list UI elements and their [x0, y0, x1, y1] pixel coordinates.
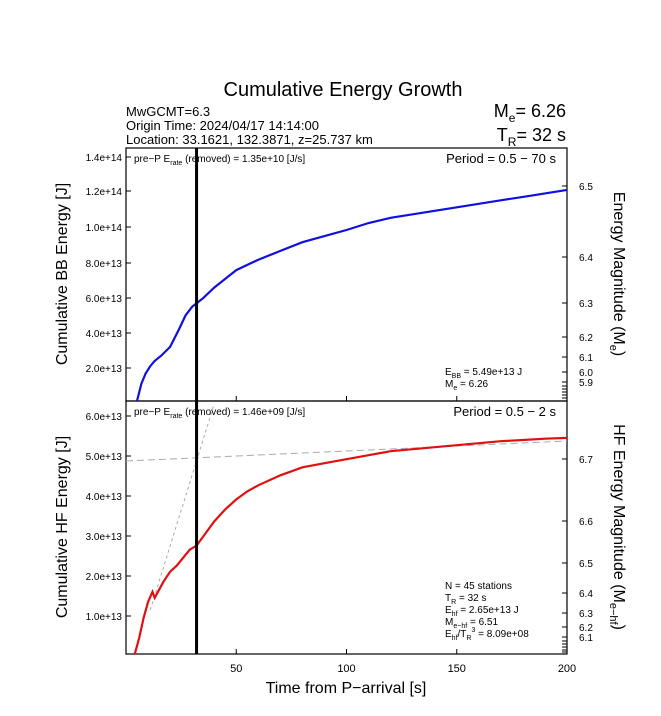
me-header-symbol: M	[494, 101, 509, 121]
axes: 1.4e+14 1.2e+14 1.0e+14 8.0e+13 6.0e+13 4.0e+…	[86, 153, 594, 675]
hf-y2-axis-label: HF Energy Magnitude (Me−hf)	[607, 424, 627, 630]
hf-y-tick-label: 6.0e+13	[86, 412, 123, 423]
bb-y2-tick-label: 6.2	[579, 333, 593, 344]
hf-stat-line: Me−hf = 6.51	[445, 617, 498, 630]
hf-y2-tick-label: 6.1	[579, 633, 593, 644]
hf-y2-tick-label: 6.6	[579, 517, 593, 528]
x-tick-label: 100	[337, 663, 355, 675]
me-header-sub: e	[509, 111, 516, 125]
hf-y2-label-main: HF Energy Magnitude (M	[610, 424, 627, 603]
hf-y-tick-label: 3.0e+13	[86, 532, 123, 543]
hf-prep-b: (removed) = 1.46e+09 [J/s]	[182, 407, 305, 418]
hf-y2-label-sub: e−hf	[607, 603, 619, 626]
bb-y-tick-label: 1.0e+14	[86, 223, 123, 234]
mw-text: MwGCMT=6.3	[126, 104, 210, 119]
bb-period-text: Period = 0.5 − 70 s	[446, 151, 556, 166]
bb-prep-text: pre−P Erate (removed) = 1.35e+10 [J/s]	[134, 154, 305, 167]
bb-y2-label-end: )	[610, 351, 627, 356]
bb-y-axis-label: Cumulative BB Energy [J]	[54, 183, 71, 365]
bb-y2-axis-label: Energy Magnitude (Me)	[607, 192, 627, 356]
bb-y-tick-label: 1.4e+14	[86, 153, 123, 164]
me-header: Me= 6.26	[494, 101, 566, 125]
hf-prep-text: pre−P Erate (removed) = 1.46e+09 [J/s]	[134, 407, 305, 420]
hf-stat-line: TR = 32 s	[445, 593, 486, 606]
hf-period-text: Period = 0.5 − 2 s	[453, 404, 556, 419]
bb-series	[135, 188, 568, 402]
bb-y-tick-label: 2.0e+13	[86, 364, 123, 375]
hf-y2-tick-label: 6.4	[579, 589, 593, 600]
hf-panel-frame	[125, 400, 568, 655]
tr-header-sub: R	[508, 135, 517, 149]
hf-stat-line: Ehf/TR3 = 8.09e+08	[445, 627, 529, 642]
hf-y2-tick-label: 6.2	[579, 623, 593, 634]
bb-y2-label-main: Energy Magnitude (M	[610, 192, 627, 345]
hf-y-axis-label: Cumulative HF Energy [J]	[54, 436, 71, 618]
bb-stat-line: Me = 6.26	[445, 379, 489, 392]
bb-stats: EBB = 5.49e+13 JMe = 6.26	[445, 367, 522, 392]
hf-energy-line	[133, 436, 568, 655]
bb-y2-label-sub: e	[607, 345, 619, 351]
bb-prep-b: (removed) = 1.35e+10 [J/s]	[182, 154, 305, 165]
chart-title: Cumulative Energy Growth	[224, 79, 463, 101]
hf-y-tick-label: 5.0e+13	[86, 452, 123, 463]
hf-asymptote-guide	[125, 440, 568, 462]
hf-guide-lines	[125, 403, 568, 611]
bb-y-tick-label: 6.0e+13	[86, 294, 123, 305]
hf-y2-label-end: )	[610, 625, 627, 630]
x-tick-label: 200	[558, 663, 576, 675]
bb-y-tick-label: 4.0e+13	[86, 329, 123, 340]
hf-stat-line: Ehf = 2.65e+13 J	[445, 605, 519, 618]
hf-y2-tick-label: 6.5	[579, 559, 593, 570]
origin-time-text: Origin Time: 2024/04/17 14:14:00	[126, 118, 319, 133]
bb-y-tick-label: 1.2e+14	[86, 187, 123, 198]
bb-prep-a: pre−P E	[134, 154, 171, 165]
hf-series	[133, 436, 568, 655]
x-tick-label: 150	[448, 663, 466, 675]
hf-y2-tick-label: 6.7	[579, 455, 593, 466]
tr-header-value: = 32 s	[516, 125, 566, 145]
bb-y2-tick-label: 6.0	[579, 368, 593, 379]
tr-header-symbol: T	[497, 125, 508, 145]
hf-y-tick-label: 2.0e+13	[86, 572, 123, 583]
bb-y2-tick-label: 6.1	[579, 353, 593, 364]
bb-y-tick-label: 8.0e+13	[86, 259, 123, 270]
tr-header: TR= 32 s	[497, 125, 566, 149]
x-tick-label: 50	[230, 663, 242, 675]
me-header-value: = 6.26	[515, 101, 566, 121]
hf-prep-sub: rate	[170, 413, 182, 420]
hf-rate-guide	[149, 403, 215, 611]
hf-stat-line: N = 45 stations	[445, 581, 512, 592]
bb-y2-tick-label: 6.4	[579, 253, 593, 264]
bb-y2-tick-label: 6.3	[579, 299, 593, 310]
hf-y-tick-label: 4.0e+13	[86, 492, 123, 503]
bb-panel-frame	[125, 147, 568, 402]
bb-stat-line: EBB = 5.49e+13 J	[445, 367, 522, 380]
hf-y2-tick-label: 6.3	[579, 609, 593, 620]
bb-y2-tick-label: 6.5	[579, 182, 593, 193]
location-text: Location: 33.1621, 132.3871, z=25.737 km	[126, 132, 373, 147]
bb-energy-line	[135, 188, 568, 402]
hf-prep-a: pre−P E	[134, 407, 171, 418]
bb-prep-sub: rate	[170, 160, 182, 167]
x-axis-label: Time from P−arrival [s]	[266, 680, 427, 697]
bb-y2-tick-label: 5.9	[579, 378, 593, 389]
hf-y-tick-label: 1.0e+13	[86, 612, 123, 623]
